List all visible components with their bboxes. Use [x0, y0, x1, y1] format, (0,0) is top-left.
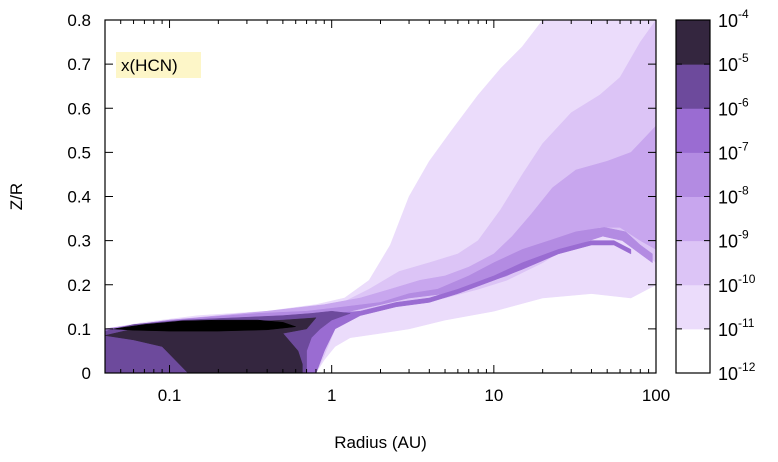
- x-tick-label: 10: [484, 386, 503, 405]
- y-axis: 0 0.1 0.2 0.3 0.4 0.5 0.6 0.7 0.8: [67, 11, 656, 383]
- colorbar-swatch: [676, 328, 710, 374]
- y-axis-title: Z/R: [7, 183, 26, 210]
- colorbar-label: 10-8: [718, 184, 749, 208]
- y-tick-label: 0.8: [67, 11, 91, 30]
- abundance-region-7: [113, 319, 296, 332]
- colorbar-label: 10-10: [718, 272, 756, 296]
- annotation-background: [116, 52, 201, 78]
- colorbar-label: 10-9: [718, 228, 749, 252]
- x-axis-title: Radius (AU): [334, 433, 427, 452]
- y-tick-label: 0.2: [67, 276, 91, 295]
- x-tick-label: 100: [642, 386, 670, 405]
- colorbar-label: 10-6: [718, 95, 749, 119]
- y-tick-label: 0: [82, 364, 91, 383]
- x-tick-label: 0.1: [158, 386, 182, 405]
- plot-regions: [105, 20, 656, 373]
- colorbar-swatch: [676, 20, 710, 65]
- y-tick-label: 0.4: [67, 188, 91, 207]
- y-tick-label: 0.3: [67, 232, 91, 251]
- annotation-label: x(HCN): [121, 56, 178, 75]
- y-tick-label: 0.7: [67, 55, 91, 74]
- colorbar-swatch: [676, 152, 710, 197]
- colorbar-label: 10-5: [718, 51, 749, 75]
- colorbar-swatch: [676, 284, 710, 330]
- colorbar-swatch: [676, 108, 710, 153]
- colorbar-label: 10-11: [718, 316, 755, 340]
- colorbar-swatch: [676, 64, 710, 109]
- y-tick-label: 0.6: [67, 99, 91, 118]
- species-annotation: x(HCN): [116, 52, 201, 78]
- colorbar-label: 10-4: [718, 7, 749, 31]
- abundance-region-0: [105, 20, 656, 373]
- colorbar-swatch: [676, 240, 710, 286]
- y-tick-label: 0.1: [67, 320, 91, 339]
- y-tick-label: 0.5: [67, 143, 91, 162]
- colorbar-swatch: [676, 196, 710, 242]
- colorbar: 10-12 10-11 10-10 10-9 10-8 10-7 10-6 10-5 10-4: [675, 7, 756, 384]
- colorbar-label: 10-7: [718, 139, 749, 163]
- x-tick-label: 1: [327, 386, 336, 405]
- x-axis: 0.1 1 10 100: [104, 20, 670, 405]
- colorbar-label: 10-12: [718, 360, 756, 384]
